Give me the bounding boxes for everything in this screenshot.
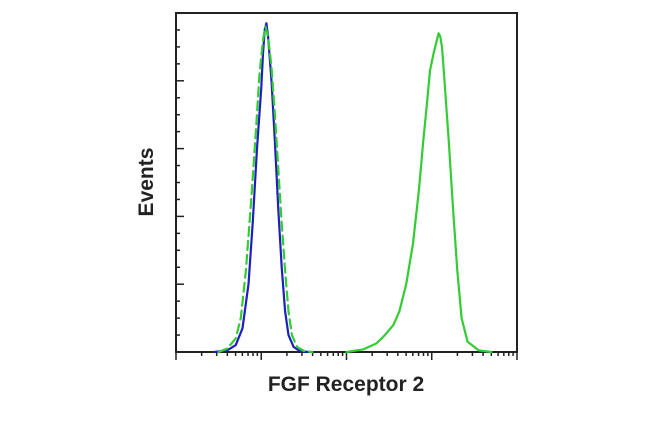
plot-frame — [175, 12, 518, 353]
histogram-series-3 — [345, 32, 493, 354]
x-axis-title: FGF Receptor 2 — [268, 373, 424, 396]
histogram-series-2 — [217, 25, 314, 354]
y-axis-title: Events — [135, 148, 158, 217]
histogram-curves — [213, 22, 493, 354]
axis-ticks — [175, 12, 518, 360]
histogram-series-1 — [213, 22, 310, 354]
